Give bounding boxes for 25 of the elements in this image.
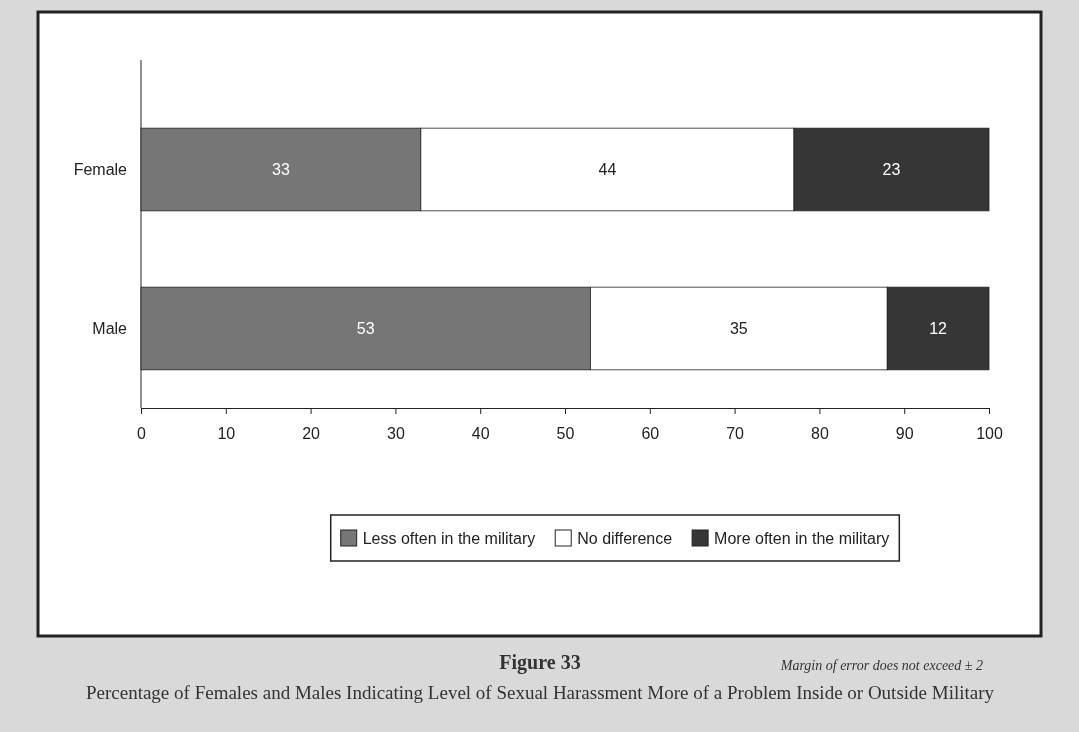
data-label: 44 [598,161,617,179]
data-label: 35 [729,320,748,338]
x-tick-label: 90 [895,425,914,443]
x-tick-label: 80 [811,425,829,443]
text: Margin of error does not exceed ± 2 [779,658,983,673]
x-tick-label: 20 [302,425,321,443]
legend-label: No difference [577,529,673,547]
text: Figure 33 [499,651,581,674]
data-label: 53 [356,320,375,338]
legend-label: Less often in the military [362,529,536,547]
x-tick-label: 0 [137,425,147,443]
data-label: 23 [882,161,901,179]
data-label: 12 [929,320,948,338]
x-tick-label: 30 [387,425,405,443]
legend-label: More often in the military [714,529,890,547]
x-tick-label: 50 [556,425,575,443]
x-tick-label: 70 [726,425,745,443]
x-tick-label: 60 [641,425,660,443]
y-tick-label: Male [92,320,128,338]
x-tick-label: 10 [217,425,236,443]
data-label: 33 [272,161,290,179]
x-tick-label: 100 [976,425,1003,443]
y-tick-label: Female [73,161,128,179]
text: Percentage of Females and Males Indicating Level of Sexual Harassment More of a Problem Inside or Outside Military [85,682,995,703]
x-tick-label: 40 [471,425,490,443]
